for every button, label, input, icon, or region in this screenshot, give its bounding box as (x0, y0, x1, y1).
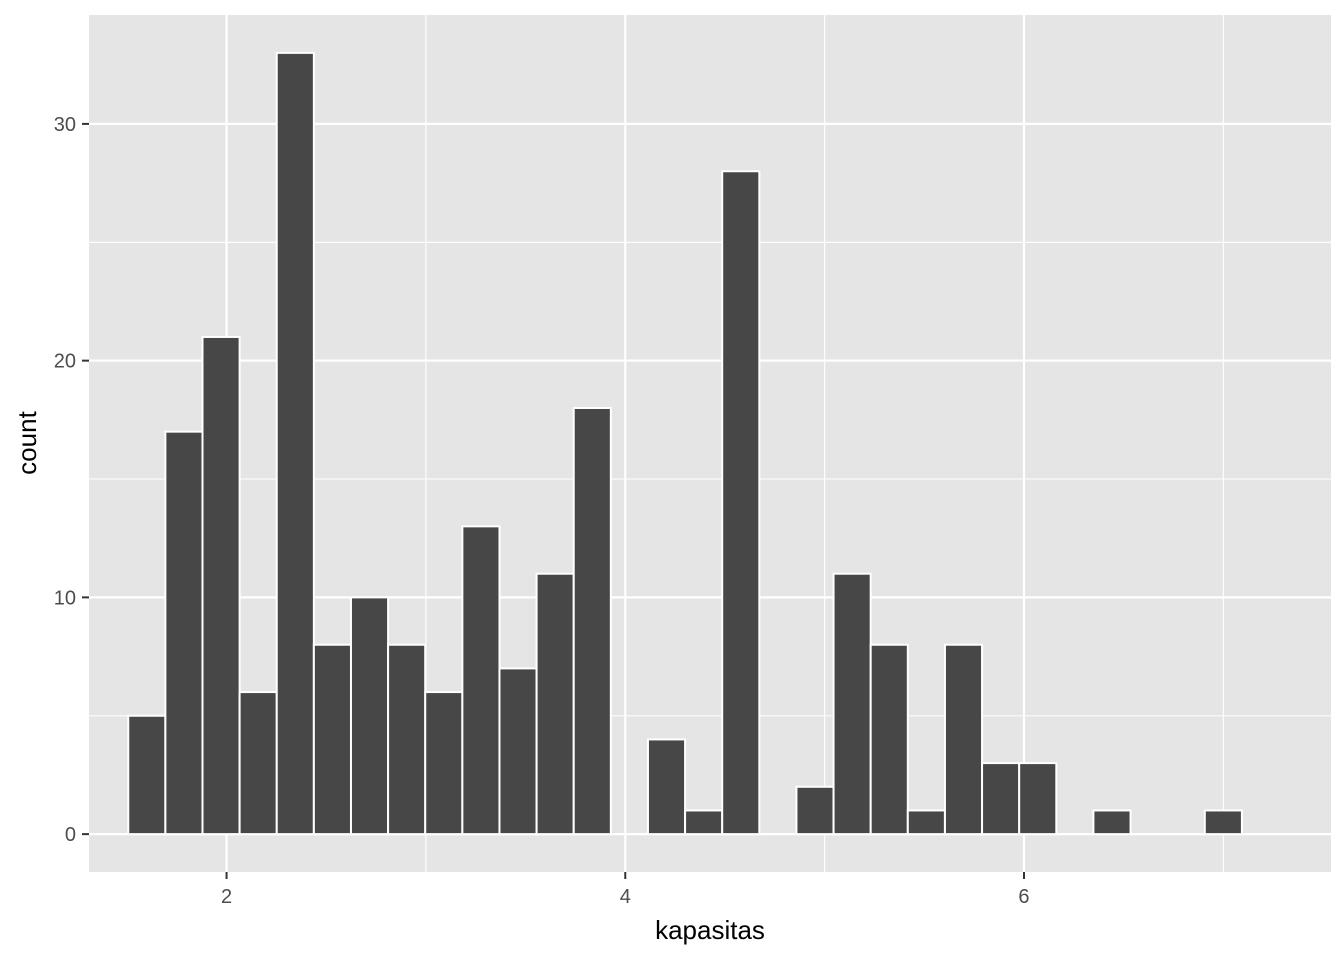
y-axis-title: count (12, 410, 42, 474)
histogram-bar (869, 643, 909, 836)
histogram-bar (238, 691, 278, 836)
bars (127, 51, 1243, 836)
y-tick-label: 30 (54, 114, 76, 136)
histogram-bar (981, 762, 1021, 836)
x-axis-title: kapasitas (655, 915, 765, 945)
histogram-bar (1092, 809, 1132, 836)
histogram-bar (684, 809, 724, 836)
x-tick-label: 2 (221, 886, 232, 908)
histogram-bar (721, 170, 761, 836)
histogram-bar (795, 785, 835, 836)
x-tick-label: 4 (620, 886, 631, 908)
histogram-bar (832, 572, 872, 836)
histogram-bar (943, 643, 984, 836)
histogram-bar (164, 430, 204, 836)
x-axis-ticks: 2 4 6 (221, 872, 1030, 908)
histogram-bar (1018, 762, 1058, 836)
histogram-bar (127, 714, 167, 836)
histogram-bar (572, 406, 612, 836)
y-tick-label: 10 (54, 587, 76, 609)
histogram-bar (906, 809, 946, 836)
histogram-bar (312, 643, 352, 836)
histogram-bar (387, 643, 427, 836)
y-axis-ticks: 0 10 20 30 (54, 114, 89, 846)
histogram-bar (349, 596, 390, 836)
histogram-bar (646, 738, 687, 836)
histogram-bar (201, 335, 241, 836)
histogram-bar (275, 51, 315, 836)
histogram-bar (424, 691, 464, 836)
histogram-bar (535, 572, 575, 836)
y-tick-label: 20 (54, 351, 76, 373)
histogram-bar (1203, 809, 1243, 836)
y-tick-label: 0 (65, 824, 76, 846)
x-tick-label: 6 (1018, 886, 1029, 908)
histogram-bar (461, 525, 501, 836)
histogram-bar (498, 667, 538, 836)
